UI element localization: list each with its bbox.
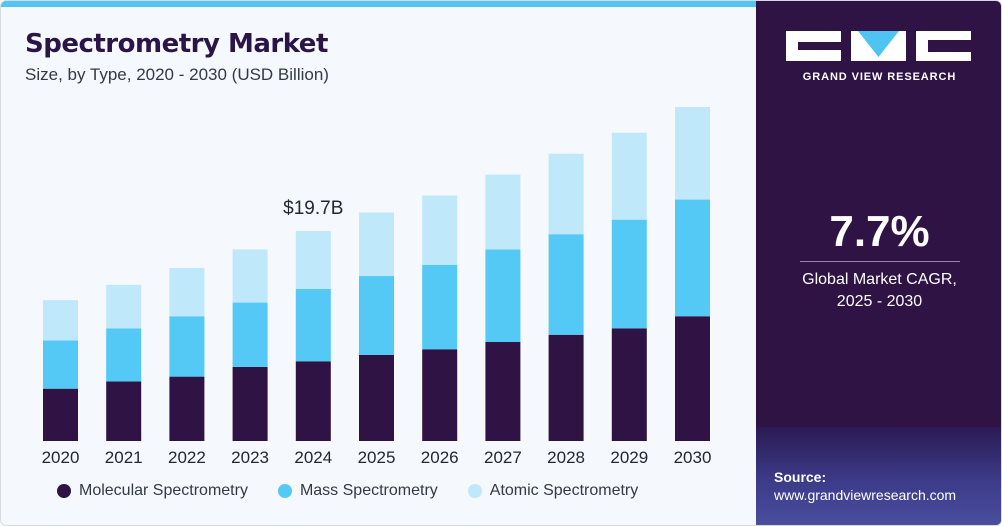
cagr-divider [800,261,960,262]
source-block: Source: www.grandviewresearch.com [774,468,956,504]
bar-segment-2023-s0 [232,366,268,441]
bar-segment-2026-s2 [422,195,458,265]
bar-segment-2025-s0 [359,354,394,441]
bar-segment-2021-s2 [106,284,142,329]
cagr-label-line2: 2025 - 2030 [836,293,923,310]
x-tick-label-2026: 2026 [421,448,459,467]
bar-segment-2022-s1 [169,316,205,377]
chart-panel: Spectrometry Market Size, by Type, 2020 … [1,1,756,525]
source-url: www.grandviewresearch.com [774,487,957,503]
x-tick-label-2023: 2023 [231,448,269,467]
legend-label-molecular: Molecular Spectrometry [79,482,248,499]
legend-label-mass: Mass Spectrometry [299,482,438,499]
bar-segment-2023-s2 [232,249,268,303]
legend-item-molecular: Molecular Spectrometry [57,482,248,500]
legend-swatch-atomic [467,484,482,498]
bar-segment-2022-s2 [169,267,205,317]
bar-segment-2027-s1 [485,249,521,343]
bar-segment-2027-s2 [485,174,521,250]
bar-segment-2027-s0 [485,342,521,441]
legend-label-atomic: Atomic Spectrometry [489,482,639,499]
grand-view-research-logo [786,31,971,61]
bar-segment-2024-s0 [295,361,331,441]
bar-segment-2020-s1 [43,340,78,389]
bar-segment-2030-s0 [675,316,710,441]
info-panel: GRAND VIEW RESEARCH 7.7% Global Market C… [756,1,1001,525]
bar-segment-2030-s1 [675,199,710,317]
x-tick-label-2029: 2029 [610,448,648,467]
chart-title: Spectrometry Market [25,29,328,59]
chart-legend: Molecular Spectrometry Mass Spectrometry… [57,482,668,500]
bar-segment-2028-s0 [548,334,584,441]
bar-segment-2030-s2 [675,107,710,200]
x-tick-label-2022: 2022 [168,448,206,467]
legend-swatch-molecular [57,484,71,498]
bar-segment-2020-s2 [43,300,78,341]
cagr-label-line1: Global Market CAGR, [802,271,957,288]
x-tick-label-2028: 2028 [547,448,585,467]
legend-item-mass: Mass Spectrometry [277,482,438,500]
bar-segment-2025-s2 [359,212,394,277]
bar-segment-2025-s1 [359,276,394,355]
legend-swatch-mass [277,484,292,498]
bar-segment-2028-s2 [548,153,584,235]
bar-segment-2026-s0 [422,349,458,441]
bar-annotation-2024: $19.7B [283,198,343,219]
source-band [756,427,1001,525]
bar-segment-2026-s1 [422,264,458,350]
x-tick-label-2021: 2021 [105,448,143,467]
brand-name: GRAND VIEW RESEARCH [802,71,957,83]
bar-segment-2024-s2 [295,230,331,289]
bar-segment-2022-s0 [169,376,205,441]
x-tick-label-2020: 2020 [42,448,80,467]
x-tick-label-2027: 2027 [484,448,522,467]
stacked-bar-chart: 2020 2021 2022 2023 2024 $19.7B 2025 2026 2027 20… [42,107,712,467]
cagr-label: Global Market CAGR, 2025 - 2030 [756,269,1001,313]
bar-segment-2028-s1 [548,234,584,335]
bar-segment-2029-s1 [611,219,647,329]
source-label: Source: [774,469,827,485]
x-tick-label-2030: 2030 [674,448,712,467]
top-accent-bar [1,1,756,7]
bar-segment-2024-s1 [295,288,331,362]
cagr-value: 7.7% [829,207,930,256]
bar-segment-2029-s2 [611,132,647,220]
bar-segment-2023-s1 [232,302,268,367]
legend-item-atomic: Atomic Spectrometry [467,482,639,500]
chart-subtitle: Size, by Type, 2020 - 2030 (USD Billion) [25,65,329,84]
bar-segment-2021-s1 [106,328,142,382]
bar-segment-2021-s0 [106,381,142,441]
x-tick-label-2024: 2024 [294,448,332,467]
bar-segment-2029-s0 [611,328,647,441]
bar-segment-2020-s0 [43,388,78,441]
x-tick-label-2025: 2025 [358,448,396,467]
